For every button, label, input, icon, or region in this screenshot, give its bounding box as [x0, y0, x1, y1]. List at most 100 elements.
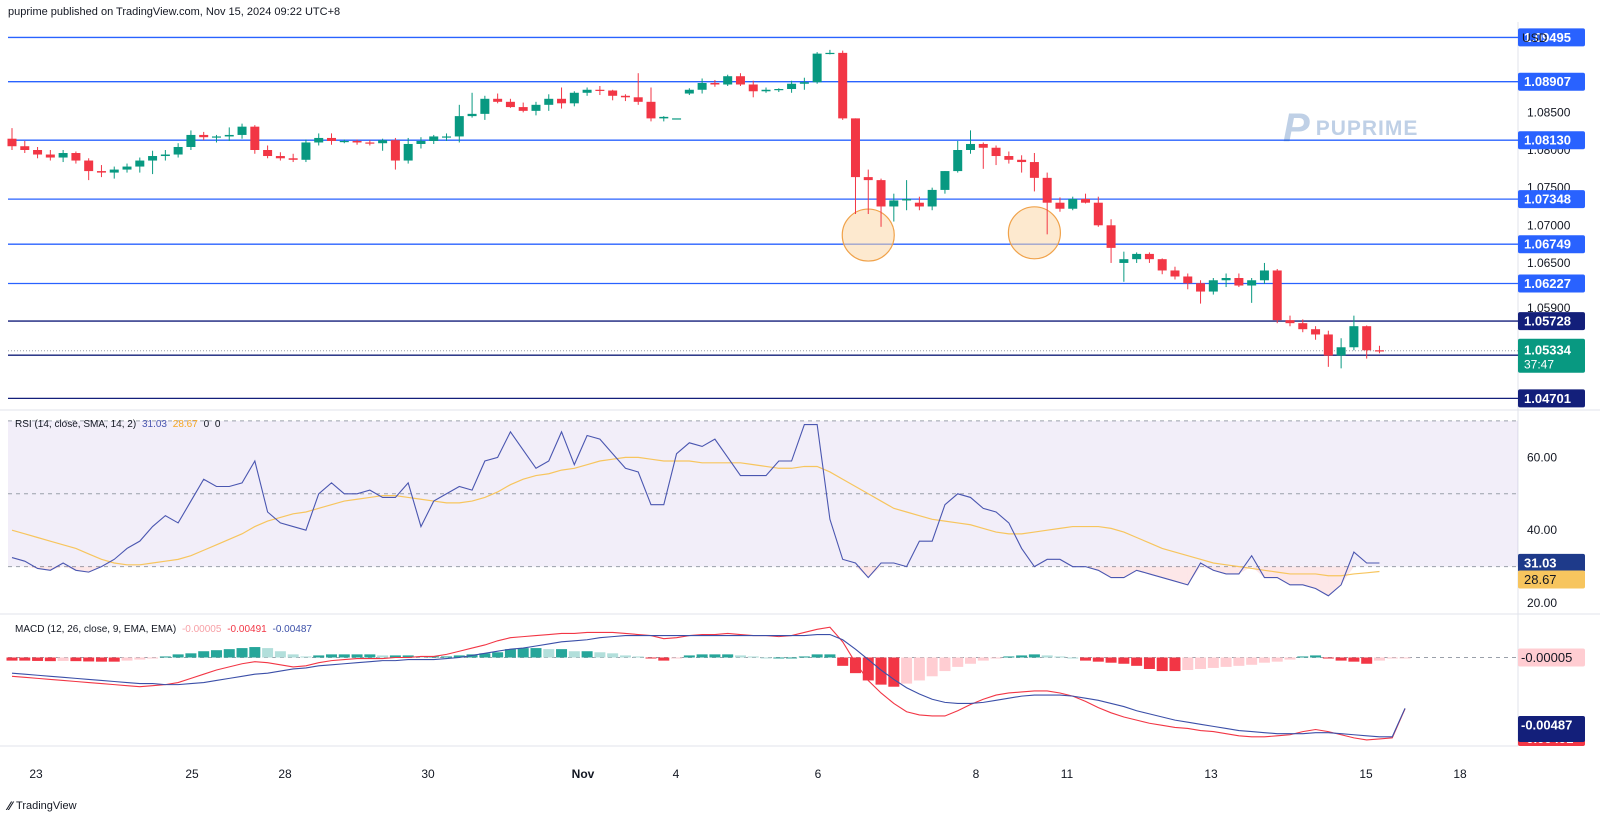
candle-body — [608, 90, 618, 96]
rsi-tick-label: 60.00 — [1527, 450, 1557, 464]
footer-brand[interactable]: ⁄⁄ TradingView — [8, 799, 77, 813]
price-tick-label: 1.07000 — [1527, 218, 1571, 232]
candle-body — [1119, 259, 1129, 263]
rsi-oversold-fill — [1277, 566, 1290, 585]
macd-legend[interactable]: MACD (12, 26, close, 9, EMA, EMA) -0.000… — [15, 624, 315, 635]
macd-histogram-bar — [1092, 657, 1104, 662]
candle-body — [148, 156, 158, 161]
candle-body — [1362, 326, 1372, 351]
candle-body — [1004, 156, 1014, 160]
level-label: 1.08907 — [1524, 74, 1571, 89]
macd-histogram-bar — [1105, 657, 1117, 663]
candle-body — [697, 82, 707, 90]
candle-body — [940, 171, 950, 190]
rsi-oversold-fill — [1149, 566, 1163, 578]
candle-body — [467, 113, 477, 117]
candle-body — [518, 107, 528, 111]
rsi-oversold-fill — [1226, 566, 1239, 574]
candle-body — [84, 160, 94, 172]
macd-histogram-bar — [223, 649, 235, 658]
time-tick-label: 30 — [421, 767, 435, 781]
candle-body — [659, 116, 669, 119]
candle-body — [1349, 326, 1359, 348]
candle-body — [1132, 253, 1142, 260]
candle-body — [442, 136, 452, 138]
macd-histogram-bar — [83, 657, 95, 662]
candle-body — [1298, 323, 1308, 330]
rsi-legend-value: 31.03 — [141, 419, 167, 430]
candle-body — [1374, 350, 1384, 352]
rsi-last-label-bg — [1518, 553, 1585, 572]
macd-histogram-bar — [798, 656, 810, 658]
macd-histogram-bar — [1080, 657, 1092, 661]
candle-body — [1285, 320, 1295, 324]
macd-histogram-bar — [594, 652, 606, 658]
candle-body — [723, 76, 733, 85]
time-tick-label: 23 — [29, 767, 43, 781]
rsi-legend-label: RSI (14, close, SMA, 14, 2) — [15, 419, 137, 430]
currency-label[interactable]: USD — [1522, 31, 1548, 45]
macd-histogram-bar — [837, 657, 849, 666]
rsi-legend-extra2: 0 — [214, 419, 221, 430]
macd-legend-label: MACD (12, 26, close, 9, EMA, EMA) — [15, 624, 177, 635]
candle-body — [199, 134, 209, 138]
macd-histogram-bar — [1348, 657, 1360, 662]
macd-histogram-bar — [236, 648, 248, 658]
rsi-oversold-fill — [1187, 566, 1201, 585]
candle-body — [710, 82, 720, 85]
macd-histogram-bar — [1322, 657, 1334, 659]
candle-body — [1208, 280, 1218, 292]
candle-body — [314, 137, 324, 143]
macd-histogram-bar — [1297, 656, 1309, 658]
watermark: P PUPRIME — [1283, 106, 1418, 151]
macd-histogram-bar — [773, 657, 785, 659]
candle-body — [889, 200, 899, 207]
candle-body — [301, 142, 311, 160]
macd-histogram-bar — [875, 657, 887, 685]
rsi-tick-label: 20.00 — [1527, 596, 1557, 610]
macd-histogram-bar — [402, 655, 414, 658]
macd-histogram-bar — [1361, 657, 1373, 664]
macd-histogram-bar — [121, 657, 133, 661]
candle-body — [544, 98, 554, 105]
candle-body — [173, 146, 183, 155]
macd-histogram-bar — [543, 649, 555, 658]
time-tick-label: 15 — [1359, 767, 1373, 781]
signal-last-label: -0.00487 — [1521, 718, 1572, 733]
rsi-sma-last-label: 28.67 — [1524, 572, 1557, 587]
candle-body — [480, 98, 490, 114]
candle-body — [327, 137, 336, 141]
rsi-oversold-fill — [1200, 566, 1214, 571]
level-label: 1.07348 — [1524, 192, 1571, 207]
candle-body — [620, 95, 630, 98]
price-tick-label: 1.05900 — [1527, 301, 1571, 315]
candle-body — [557, 98, 567, 104]
macd-histogram-bar — [824, 654, 836, 658]
rsi-oversold-fill — [1174, 566, 1188, 585]
candle-body — [850, 118, 860, 178]
candle-body — [1042, 177, 1052, 203]
macd-histogram-bar — [1041, 655, 1053, 658]
candle-body — [1068, 198, 1078, 209]
candle-body — [288, 158, 298, 160]
rsi-oversold-fill — [1136, 566, 1150, 574]
macd-histogram-bar — [377, 655, 389, 658]
rsi-oversold-fill — [1213, 566, 1227, 574]
rsi-oversold-fill — [1098, 566, 1112, 578]
macd-histogram-bar — [1067, 657, 1079, 659]
published-header: puprime published on TradingView.com, No… — [8, 6, 341, 18]
macd-histogram-bar — [274, 651, 286, 658]
candle-body — [263, 150, 273, 157]
candle-body — [403, 143, 413, 161]
candle-body — [1093, 202, 1103, 226]
macd-histogram-bar — [492, 652, 504, 658]
rsi-sma-legend-value: 28.67 — [172, 419, 198, 430]
macd-histogram-bar — [249, 647, 261, 658]
candle-body — [1323, 334, 1333, 356]
candle-body — [966, 143, 975, 150]
rsi-legend[interactable]: RSI (14, close, SMA, 14, 2) 31.03 28.67 … — [15, 419, 223, 430]
candle-body — [633, 97, 643, 102]
macd-histogram-bar — [1386, 657, 1398, 659]
candle-body — [569, 92, 579, 104]
candle-body — [122, 166, 132, 170]
